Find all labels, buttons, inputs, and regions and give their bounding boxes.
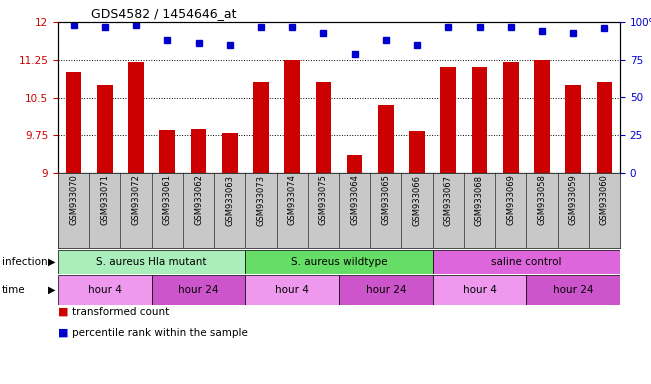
- Bar: [58, 275, 152, 305]
- Bar: [152, 275, 245, 305]
- Text: GSM933073: GSM933073: [256, 174, 266, 225]
- Bar: [222, 133, 238, 173]
- Bar: [433, 275, 526, 305]
- Text: GSM933074: GSM933074: [288, 174, 297, 225]
- Text: S. aureus wildtype: S. aureus wildtype: [291, 257, 387, 267]
- Text: GSM933066: GSM933066: [413, 174, 422, 225]
- Text: ■: ■: [58, 328, 68, 338]
- Text: GSM933069: GSM933069: [506, 174, 515, 225]
- Bar: [245, 275, 339, 305]
- Text: GSM933072: GSM933072: [132, 174, 141, 225]
- Bar: [409, 131, 425, 173]
- Text: hour 24: hour 24: [178, 285, 219, 295]
- Text: GSM933075: GSM933075: [319, 174, 328, 225]
- Bar: [191, 129, 206, 173]
- Bar: [347, 156, 363, 173]
- Text: ▶: ▶: [48, 257, 55, 267]
- Bar: [526, 275, 620, 305]
- Text: GDS4582 / 1454646_at: GDS4582 / 1454646_at: [90, 7, 236, 20]
- Text: ■: ■: [58, 307, 68, 317]
- Text: hour 4: hour 4: [88, 285, 122, 295]
- Text: GSM933065: GSM933065: [381, 174, 391, 225]
- Text: S. aureus Hla mutant: S. aureus Hla mutant: [96, 257, 207, 267]
- Text: GSM933071: GSM933071: [100, 174, 109, 225]
- Bar: [316, 83, 331, 173]
- Text: GSM933070: GSM933070: [69, 174, 78, 225]
- Text: infection: infection: [2, 257, 48, 267]
- Bar: [66, 72, 81, 173]
- Bar: [58, 250, 245, 274]
- Text: GSM933068: GSM933068: [475, 174, 484, 225]
- Bar: [245, 250, 433, 274]
- Text: GSM933063: GSM933063: [225, 174, 234, 225]
- Text: GSM933058: GSM933058: [538, 174, 546, 225]
- Text: GSM933062: GSM933062: [194, 174, 203, 225]
- Text: GSM933064: GSM933064: [350, 174, 359, 225]
- Text: hour 4: hour 4: [463, 285, 497, 295]
- Bar: [565, 85, 581, 173]
- Bar: [433, 250, 620, 274]
- Text: hour 24: hour 24: [553, 285, 594, 295]
- Bar: [378, 105, 394, 173]
- Text: GSM933061: GSM933061: [163, 174, 172, 225]
- Text: ▶: ▶: [48, 285, 55, 295]
- Text: hour 4: hour 4: [275, 285, 309, 295]
- Text: GSM933059: GSM933059: [569, 174, 577, 225]
- Text: GSM933067: GSM933067: [444, 174, 453, 225]
- Text: GSM933060: GSM933060: [600, 174, 609, 225]
- Bar: [159, 130, 175, 173]
- Bar: [128, 62, 144, 173]
- Bar: [284, 60, 300, 173]
- Bar: [97, 85, 113, 173]
- Bar: [534, 60, 549, 173]
- Bar: [253, 83, 269, 173]
- Bar: [441, 67, 456, 173]
- Text: percentile rank within the sample: percentile rank within the sample: [72, 328, 248, 338]
- Bar: [596, 83, 612, 173]
- Text: transformed count: transformed count: [72, 307, 169, 317]
- Bar: [503, 62, 519, 173]
- Bar: [339, 275, 433, 305]
- Text: time: time: [2, 285, 25, 295]
- Text: hour 24: hour 24: [366, 285, 406, 295]
- Bar: [472, 67, 488, 173]
- Text: saline control: saline control: [491, 257, 562, 267]
